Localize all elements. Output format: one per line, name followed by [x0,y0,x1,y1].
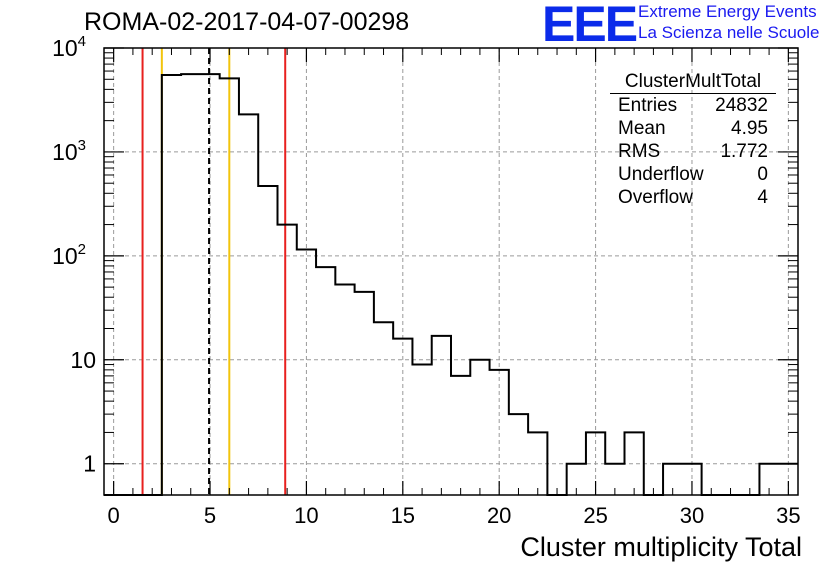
x-tick-labels: 0 5 10 15 20 25 30 35 [108,503,801,528]
x-tick-label: 15 [391,503,415,528]
y-tick-exponent: 4 [78,33,86,50]
y-tick-exponent: 2 [78,241,86,258]
x-tick-label: 35 [776,503,800,528]
stats-row-overflow: Overflow 4 [610,186,776,209]
stats-label: Overflow [618,187,693,208]
x-tick-label: 30 [680,503,704,528]
stats-value: 4.95 [731,118,768,139]
stats-title: ClusterMultTotal [610,70,776,94]
y-tick-label: 1 [83,451,96,477]
stats-row-mean: Mean 4.95 [610,117,776,140]
x-tick-label: 25 [583,503,607,528]
plot-frame-bg [104,48,798,495]
y-tick-exponent: 3 [78,137,86,154]
run-title: ROMA-02-2017-04-07-00298 [84,8,410,36]
x-tick-label: 0 [108,503,120,528]
logo-line-2: La Scienza nelle Scuole [638,23,820,42]
stats-box: ClusterMultTotal Entries 24832 Mean 4.95… [610,70,776,209]
stats-row-entries: Entries 24832 [610,94,776,117]
stats-value: 24832 [715,95,768,116]
logo-line-1: Extreme Energy Events [638,2,817,21]
stats-label: Underflow [618,164,704,185]
x-tick-label: 5 [204,503,216,528]
eee-logo: EEE [542,0,638,52]
stats-value: 1.772 [720,141,768,162]
stats-label: RMS [618,141,661,162]
stats-label: Entries [618,95,678,116]
stats-value: 0 [757,164,768,185]
plot-frame [103,47,799,496]
x-tick-label: 10 [294,503,318,528]
x-axis-label: Cluster multiplicity Total [520,532,802,562]
y-tick-label: 103 [52,137,86,165]
stats-row-rms: RMS 1.772 [610,140,776,163]
x-tick-label: 20 [487,503,511,528]
stats-row-underflow: Underflow 0 [610,163,776,186]
y-tick-labels: 1 10 102 103 104 [52,33,96,477]
y-tick-label: 102 [52,241,86,269]
stats-value: 4 [757,187,768,208]
y-tick-label: 10 [70,347,96,373]
stats-label: Mean [618,118,666,139]
y-tick-label: 104 [52,33,86,61]
